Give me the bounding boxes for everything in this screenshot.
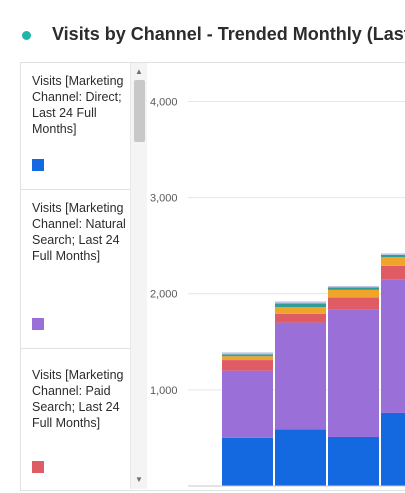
bar-segment [275, 301, 326, 304]
bar-segment [222, 356, 273, 361]
bar-segment [275, 313, 326, 323]
scroll-down-arrow-icon[interactable]: ▼ [135, 475, 143, 484]
y-tick-label: 3,000 [150, 193, 178, 205]
chart-panel [20, 62, 405, 491]
legend-swatch [32, 318, 44, 330]
legend-swatch [32, 461, 44, 473]
status-dot-icon [22, 31, 31, 40]
legend-label: Visits [Marketing Channel: Paid Search; … [32, 368, 124, 430]
bar-segment [275, 429, 326, 486]
legend: Visits [Marketing Channel: Direct; Last … [20, 63, 130, 489]
legend-label: Visits [Marketing Channel: Direct; Last … [32, 74, 124, 136]
bar-segment [381, 257, 405, 266]
legend-label: Visits [Marketing Channel: Natural Searc… [32, 201, 126, 263]
bar-segment [328, 309, 379, 437]
legend-scrollbar[interactable]: ▲ ▼ [130, 63, 147, 489]
legend-item-natural-search[interactable]: Visits [Marketing Channel: Natural Searc… [20, 190, 130, 349]
chart-title: Visits by Channel - Trended Monthly (Las… [52, 24, 405, 44]
legend-swatch [32, 159, 44, 171]
y-tick-label: 2,000 [150, 289, 178, 301]
bar-segment [328, 286, 379, 288]
scroll-thumb[interactable] [134, 80, 145, 142]
bar-segment [381, 253, 405, 255]
bar-segment [328, 297, 379, 310]
bar-segment [222, 370, 273, 438]
bar-segment [275, 303, 326, 308]
bar-segment [381, 279, 405, 413]
legend-item-paid-search[interactable]: Visits [Marketing Channel: Paid Search; … [20, 349, 130, 489]
bar-segment [222, 437, 273, 486]
bar-segment [222, 360, 273, 371]
y-tick-label: 1,000 [150, 385, 178, 397]
bar-segment [275, 322, 326, 430]
widget-header: Visits by Channel - Trended Monthly (Las… [0, 0, 405, 64]
scroll-up-arrow-icon[interactable]: ▲ [135, 67, 143, 76]
y-tick-label: 4,000 [150, 96, 178, 108]
bar-segment [222, 352, 273, 355]
bar-segment [381, 254, 405, 258]
bar-segment [381, 265, 405, 280]
legend-item-direct[interactable]: Visits [Marketing Channel: Direct; Last … [20, 63, 130, 190]
bar-segment [275, 307, 326, 314]
stacked-bar-chart: 1,000 2,000 3,000 4,000 [150, 96, 405, 487]
bar-segment [328, 287, 379, 290]
bar-segment [328, 436, 379, 486]
bar-segment [381, 412, 405, 486]
bar-segment [328, 289, 379, 298]
bar-segment [222, 354, 273, 357]
